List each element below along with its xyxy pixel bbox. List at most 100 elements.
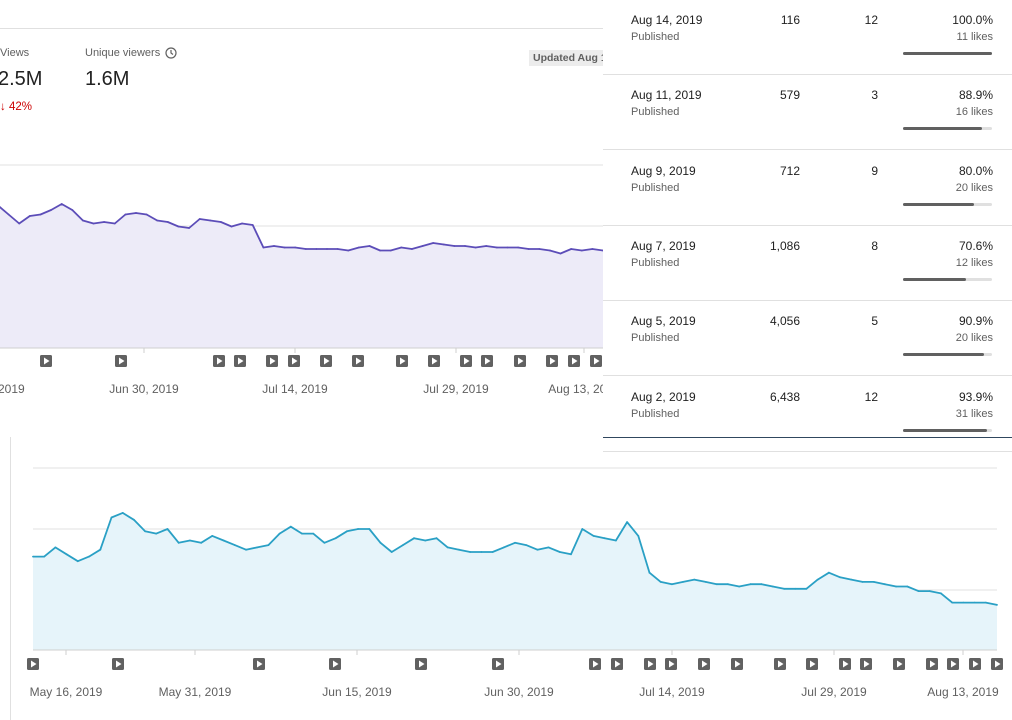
video-marker-icon[interactable] <box>665 658 677 670</box>
data-point[interactable] <box>347 249 350 252</box>
video-marker-icon[interactable] <box>481 355 493 367</box>
data-point[interactable] <box>60 203 63 205</box>
data-point[interactable] <box>390 551 393 553</box>
data-point[interactable] <box>591 248 594 250</box>
data-point[interactable] <box>326 248 328 250</box>
data-point[interactable] <box>334 537 337 540</box>
data-point[interactable] <box>491 551 494 553</box>
data-point[interactable] <box>233 544 236 546</box>
data-point[interactable] <box>951 601 954 604</box>
data-point[interactable] <box>469 551 472 553</box>
data-point[interactable] <box>82 219 84 222</box>
data-point[interactable] <box>615 539 617 542</box>
data-point[interactable] <box>602 249 603 252</box>
data-point[interactable] <box>7 213 10 216</box>
table-row[interactable]: Aug 2, 2019 Published 6,438 12 93.9% 31 likes <box>603 377 1012 452</box>
data-point[interactable] <box>435 537 438 540</box>
data-point[interactable] <box>177 225 180 228</box>
data-point[interactable] <box>411 248 413 250</box>
data-point[interactable] <box>626 521 628 523</box>
data-point[interactable] <box>783 587 785 590</box>
data-point[interactable] <box>453 245 456 247</box>
table-row[interactable]: Aug 9, 2019 Published 712 9 80.0% 20 likes <box>603 151 1012 226</box>
data-point[interactable] <box>442 243 445 246</box>
data-point[interactable] <box>110 516 113 519</box>
data-point[interactable] <box>156 219 159 222</box>
data-point[interactable] <box>92 222 95 225</box>
data-point[interactable] <box>749 583 752 586</box>
video-marker-icon[interactable] <box>611 658 623 670</box>
data-point[interactable] <box>283 246 286 249</box>
data-point[interactable] <box>124 213 127 216</box>
video-marker-icon[interactable] <box>546 355 558 367</box>
data-point[interactable] <box>144 530 147 533</box>
video-marker-icon[interactable] <box>514 355 526 367</box>
video-marker-icon[interactable] <box>589 658 601 670</box>
data-point[interactable] <box>50 209 52 211</box>
data-point[interactable] <box>580 249 583 252</box>
data-point[interactable] <box>312 532 315 535</box>
data-point[interactable] <box>424 539 427 542</box>
data-point[interactable] <box>828 571 830 574</box>
data-point[interactable] <box>432 242 435 244</box>
video-marker-icon[interactable] <box>460 355 472 367</box>
data-point[interactable] <box>103 221 105 223</box>
data-point[interactable] <box>18 222 21 225</box>
data-point[interactable] <box>704 581 707 583</box>
data-point[interactable] <box>54 546 57 549</box>
data-point[interactable] <box>570 248 573 250</box>
video-marker-icon[interactable] <box>698 658 710 670</box>
video-marker-icon[interactable] <box>40 355 52 367</box>
data-point[interactable] <box>301 532 303 535</box>
data-point[interactable] <box>357 528 359 530</box>
data-point[interactable] <box>133 518 135 521</box>
table-row[interactable]: Aug 5, 2019 Published 4,056 5 90.9% 20 likes <box>603 301 1012 377</box>
data-point[interactable] <box>816 578 819 581</box>
data-point[interactable] <box>940 592 942 595</box>
data-point[interactable] <box>474 246 477 249</box>
data-point[interactable] <box>379 541 382 544</box>
data-point[interactable] <box>850 578 853 581</box>
views-chart[interactable]: Jun 15, 2019 Jun 30, 2019 Jul 14, 2019 Jul … <box>0 150 603 405</box>
data-point[interactable] <box>358 246 360 249</box>
data-point[interactable] <box>245 548 247 551</box>
clock-icon[interactable] <box>165 47 177 59</box>
data-point[interactable] <box>121 512 124 514</box>
table-row[interactable]: Aug 14, 2019 Published 116 12 100.0% 11 likes <box>603 0 1012 75</box>
data-point[interactable] <box>209 219 212 222</box>
data-point[interactable] <box>323 541 326 544</box>
data-point[interactable] <box>984 601 987 604</box>
data-point[interactable] <box>65 553 68 556</box>
data-point[interactable] <box>861 581 864 583</box>
data-point[interactable] <box>189 539 191 542</box>
data-point[interactable] <box>267 544 270 546</box>
data-point[interactable] <box>570 553 572 556</box>
data-point[interactable] <box>485 245 488 247</box>
data-point[interactable] <box>996 604 998 606</box>
data-point[interactable] <box>222 539 225 542</box>
data-point[interactable] <box>603 537 606 540</box>
data-point[interactable] <box>514 541 516 544</box>
data-point[interactable] <box>715 583 718 586</box>
video-marker-icon[interactable] <box>253 658 265 670</box>
video-marker-icon[interactable] <box>774 658 786 670</box>
data-point[interactable] <box>166 221 169 223</box>
data-point[interactable] <box>527 248 530 250</box>
video-marker-icon[interactable] <box>428 355 440 367</box>
video-marker-icon[interactable] <box>320 355 332 367</box>
data-point[interactable] <box>536 548 539 551</box>
data-point[interactable] <box>241 222 244 225</box>
data-point[interactable] <box>464 245 466 247</box>
video-marker-icon[interactable] <box>415 658 427 670</box>
data-point[interactable] <box>28 215 31 217</box>
video-marker-icon[interactable] <box>115 355 127 367</box>
video-marker-icon[interactable] <box>266 355 278 367</box>
data-point[interactable] <box>304 248 307 250</box>
data-point[interactable] <box>368 528 371 530</box>
video-marker-icon[interactable] <box>234 355 246 367</box>
video-marker-icon[interactable] <box>806 658 818 670</box>
data-point[interactable] <box>200 541 203 544</box>
video-marker-icon[interactable] <box>947 658 959 670</box>
data-point[interactable] <box>421 245 424 247</box>
data-point[interactable] <box>220 221 222 223</box>
